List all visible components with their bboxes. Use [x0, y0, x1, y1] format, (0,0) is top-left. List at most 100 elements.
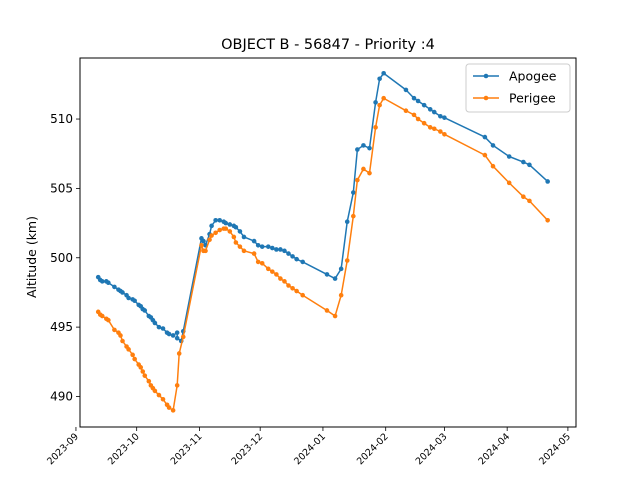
apogee-point: [241, 234, 247, 240]
perigee-point: [506, 180, 512, 186]
apogee-point: [120, 290, 125, 295]
y-tick-label: 500: [50, 251, 73, 265]
apogee-point: [421, 102, 427, 108]
apogee-point: [373, 100, 378, 105]
perigee-point: [138, 365, 144, 370]
apogee-point: [223, 220, 229, 226]
apogee-point: [213, 218, 218, 223]
perigee-point: [241, 248, 247, 254]
y-axis-label: Altitude (km): [24, 216, 39, 298]
perigee-point: [282, 279, 287, 284]
perigee-point: [367, 170, 372, 176]
perigee-point: [403, 108, 409, 114]
apogee-point: [126, 295, 131, 301]
perigee-point: [207, 237, 212, 243]
apogee-point: [166, 331, 172, 337]
apogee-point: [201, 238, 206, 244]
perigee-point: [237, 244, 243, 249]
apogee-point: [344, 219, 350, 224]
perigee-point: [344, 258, 350, 263]
perigee-point: [411, 112, 417, 118]
perigee-point: [274, 272, 279, 277]
perigee-point: [213, 230, 218, 236]
perigee-point: [199, 242, 204, 248]
perigee-point: [166, 405, 172, 410]
perigee-point: [118, 333, 123, 338]
apogee-point: [521, 159, 526, 165]
apogee-point: [381, 70, 386, 76]
perigee-point: [442, 132, 447, 137]
perigee-point: [146, 378, 152, 384]
perigee-point: [170, 408, 176, 413]
apogee-point: [255, 242, 261, 248]
perigee-point: [142, 373, 148, 378]
perigee-point: [255, 259, 261, 265]
apogee-point: [259, 244, 265, 249]
apogee-point: [282, 248, 287, 254]
perigee-point: [490, 163, 496, 169]
apogee-point: [152, 320, 158, 326]
apogee-point: [338, 266, 344, 272]
perigee-point: [156, 392, 162, 398]
apogee-point: [217, 218, 222, 223]
plot-area: [79, 57, 577, 428]
perigee-point: [106, 317, 111, 323]
perigee-point: [381, 95, 386, 101]
perigee-point: [120, 338, 125, 344]
apogee-point: [112, 284, 117, 290]
perigee-point: [482, 152, 488, 158]
perigee-point: [112, 327, 117, 333]
apogee-point: [227, 222, 233, 227]
apogee-point: [482, 134, 488, 140]
perigee-point: [209, 233, 214, 238]
apogee-point: [174, 335, 180, 341]
legend-item-apogee: Apogee: [473, 69, 557, 84]
y-tick-label: 495: [50, 320, 73, 334]
perigee-point: [270, 269, 275, 274]
perigee-point: [233, 240, 239, 245]
apogee-point: [278, 247, 283, 252]
apogee-point: [251, 238, 257, 244]
apogee-series: [95, 70, 550, 344]
apogee-point: [233, 224, 239, 230]
perigee-point: [361, 166, 366, 172]
perigee-point: [223, 226, 229, 231]
apogee-point: [431, 109, 437, 115]
apogee-point: [545, 179, 550, 184]
apogee-point: [351, 190, 356, 195]
apogee-point: [442, 115, 447, 120]
perigee-point: [180, 334, 186, 340]
perigee-point: [265, 266, 271, 272]
apogee-point: [170, 333, 176, 338]
perigee-point: [290, 285, 295, 291]
y-axis: 490 495 500 505 510: [50, 112, 80, 403]
legend-label-apogee: Apogee: [509, 69, 557, 84]
perigee-point: [126, 347, 131, 352]
perigee-point: [377, 102, 382, 108]
perigee-point: [545, 218, 550, 223]
perigee-point: [421, 120, 427, 126]
perigee-point: [203, 248, 208, 254]
perigee-point: [431, 126, 437, 132]
legend-label-perigee: Perigee: [509, 91, 556, 106]
apogee-point: [265, 244, 271, 249]
apogee-point: [294, 256, 299, 262]
apogee-point: [403, 87, 409, 93]
apogee-point: [361, 143, 366, 148]
perigee-point: [251, 251, 257, 256]
perigee-point: [174, 383, 180, 388]
perigee-point: [227, 229, 233, 234]
apogee-point: [324, 272, 330, 277]
perigee-point: [338, 292, 344, 298]
apogee-point: [132, 298, 137, 304]
perigee-point: [259, 261, 265, 266]
apogee-point: [506, 154, 512, 159]
perigee-point: [427, 125, 433, 130]
apogee-point: [527, 162, 532, 168]
y-tick-label: 505: [50, 181, 73, 195]
perigee-point: [160, 396, 166, 402]
perigee-series: [95, 95, 550, 413]
apogee-point: [142, 308, 148, 313]
perigee-point: [152, 388, 158, 394]
